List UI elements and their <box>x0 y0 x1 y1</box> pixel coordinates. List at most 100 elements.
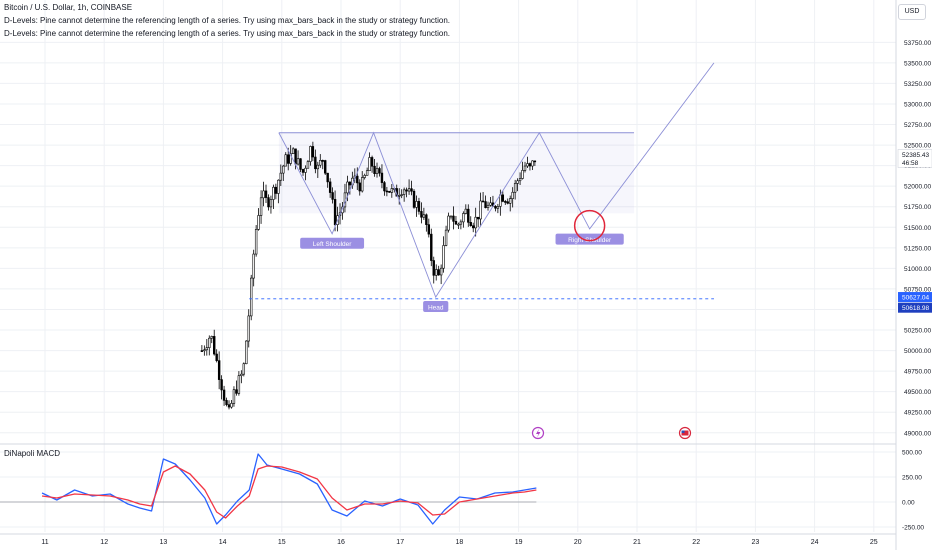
candle-body-down <box>311 146 315 158</box>
candle-body-down <box>225 400 228 405</box>
candle-body-down <box>287 154 290 164</box>
candle-body-down <box>528 163 532 167</box>
macd-tick-label: -250.00 <box>902 525 924 532</box>
candle <box>299 158 302 173</box>
candle-body-down <box>294 148 297 165</box>
candle-body-up <box>489 202 492 206</box>
candle <box>385 186 389 197</box>
candle-body-down <box>222 389 226 401</box>
candle-body-up <box>449 215 453 218</box>
candle <box>235 380 238 396</box>
candle <box>361 171 364 193</box>
candle <box>311 141 315 162</box>
candle <box>506 198 509 205</box>
candle <box>301 168 305 176</box>
head-and-shoulders-pattern[interactable] <box>249 62 715 300</box>
candle-body-down <box>200 350 204 352</box>
candle-body-down <box>301 169 305 173</box>
us-flag-event-icon-canton <box>681 430 685 433</box>
price-tick-label: 50000.00 <box>904 348 931 355</box>
price-tick-label: 51250.00 <box>904 245 931 252</box>
candle-body-down <box>378 168 381 174</box>
candle <box>375 162 379 178</box>
candle <box>284 152 287 167</box>
candle-body-down <box>410 188 413 192</box>
candle <box>528 162 532 171</box>
candle-body-down <box>494 206 497 209</box>
candle <box>291 147 295 155</box>
candle <box>432 256 435 284</box>
candle-body-up <box>447 215 450 231</box>
candle <box>306 160 310 169</box>
candle <box>213 329 216 356</box>
candle <box>435 264 438 281</box>
price-tick-label: 49750.00 <box>904 369 931 376</box>
highlight-circle <box>573 209 606 242</box>
candle-body-up <box>531 160 534 167</box>
candle-body-up <box>254 229 258 255</box>
time-axis: 11 12 13 14 15 16 17 18 19 20 21 22 23 24 25 <box>41 539 877 546</box>
price-tick-label: 49500.00 <box>904 389 931 396</box>
candle <box>296 150 300 166</box>
price-tick-label: 53000.00 <box>904 101 931 108</box>
price-tick-label: 50250.00 <box>904 328 931 335</box>
candle <box>459 219 463 230</box>
candle-body-down <box>274 186 278 194</box>
candle <box>205 339 209 356</box>
candle-body-up <box>252 253 255 279</box>
candle-body-up <box>240 373 243 377</box>
candle <box>531 160 534 170</box>
candle <box>274 183 278 200</box>
candle <box>227 400 231 410</box>
candle <box>324 159 327 176</box>
price-label-text: 50618.98 <box>902 305 929 312</box>
candle-body-up <box>296 158 300 165</box>
time-tick-label: 12 <box>100 539 108 546</box>
price-axis: 49000.00 49250.00 49500.00 49750.00 50000.00… <box>897 40 932 532</box>
price-tick-label: 52000.00 <box>904 184 931 191</box>
candle-body-up <box>368 157 371 172</box>
candle <box>319 154 322 168</box>
time-tick-label: 13 <box>160 539 168 546</box>
candle-body-down <box>299 158 302 170</box>
candle-body-up <box>277 179 280 194</box>
candle-body-down <box>454 221 458 225</box>
candle <box>269 195 273 214</box>
candle-body-down <box>383 182 386 192</box>
candle <box>410 180 413 196</box>
time-tick-label: 25 <box>870 539 878 546</box>
candle <box>363 173 366 180</box>
candle <box>521 161 524 180</box>
candle <box>412 189 416 209</box>
candle <box>287 147 290 171</box>
time-tick-label: 15 <box>278 539 286 546</box>
candle <box>222 385 226 406</box>
candle <box>365 167 369 176</box>
time-tick-label: 20 <box>574 539 582 546</box>
candle <box>240 370 243 384</box>
candle <box>217 351 221 390</box>
macd-title: DiNapoli MACD <box>4 449 61 458</box>
candle-body-down <box>217 360 221 380</box>
candle-body-up <box>262 190 265 199</box>
candle-body-up <box>400 194 403 196</box>
candle <box>494 205 497 212</box>
candle <box>373 158 376 177</box>
candle <box>518 172 522 186</box>
currency-button[interactable]: USD <box>898 4 926 20</box>
price-label-subtext: 46:58 <box>902 160 919 167</box>
candle <box>511 187 514 208</box>
candle <box>407 179 411 195</box>
candle-body-up <box>518 178 522 182</box>
time-tick-label: 14 <box>219 539 227 546</box>
candle <box>400 189 403 199</box>
candle-body-down <box>328 181 332 193</box>
price-label-text: 52385.43 <box>902 152 929 159</box>
time-tick-label: 16 <box>337 539 345 546</box>
candle-body-up <box>319 160 322 166</box>
candle <box>230 400 233 409</box>
candle <box>462 211 465 228</box>
macd-tick-label: 250.00 <box>902 475 922 482</box>
